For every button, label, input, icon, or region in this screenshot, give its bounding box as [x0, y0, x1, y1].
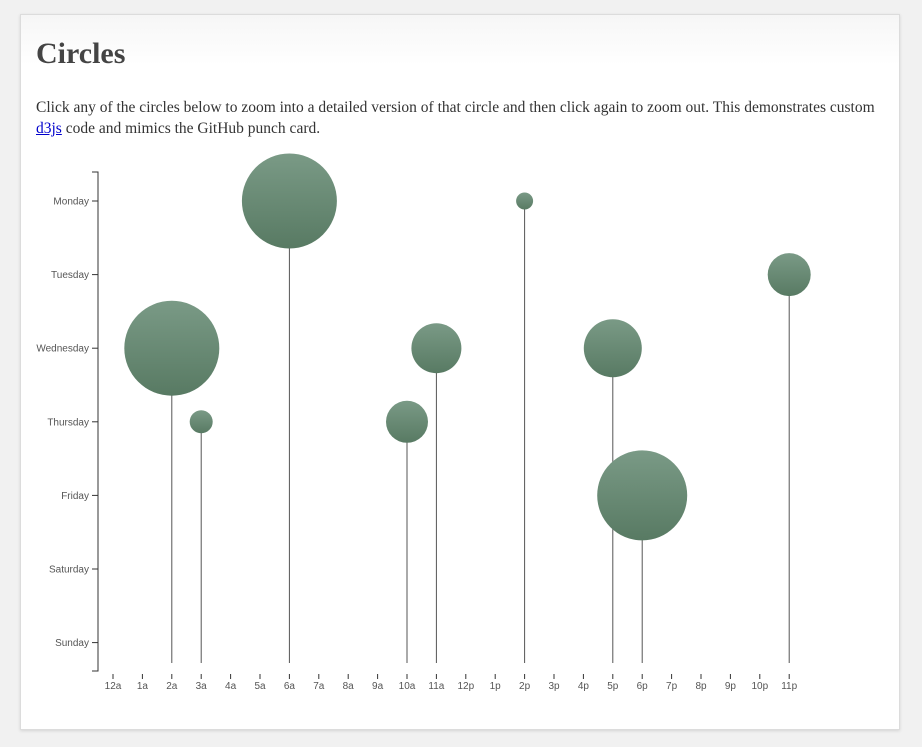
y-tick: Thursday — [47, 417, 98, 428]
x-tick: 11a — [428, 674, 445, 692]
x-tick: 8p — [695, 674, 707, 692]
y-tick: Monday — [53, 197, 98, 208]
x-tick-label: 8a — [343, 681, 355, 692]
x-tick-label: 3a — [196, 681, 208, 692]
y-tick: Wednesday — [36, 344, 98, 355]
x-tick: 11p — [781, 674, 798, 692]
x-tick-label: 10a — [399, 681, 416, 692]
circles-layer — [124, 153, 811, 541]
x-tick-label: 4a — [225, 681, 237, 692]
x-tick: 7p — [666, 674, 678, 692]
y-tick: Tuesday — [51, 270, 98, 281]
x-tick: 8a — [343, 674, 355, 692]
x-tick-label: 6p — [637, 681, 649, 692]
punch-circle[interactable] — [124, 300, 220, 396]
page-title: Circles — [36, 37, 126, 70]
y-tick-label: Thursday — [47, 417, 89, 428]
d3js-link[interactable]: d3js — [36, 120, 62, 137]
stems-layer — [171, 201, 790, 663]
y-tick: Sunday — [55, 638, 98, 649]
punch-circle[interactable] — [767, 253, 811, 297]
x-tick: 3a — [196, 674, 208, 692]
x-tick: 1p — [490, 674, 502, 692]
x-tick-label: 6a — [284, 681, 296, 692]
x-tick-label: 3p — [548, 681, 560, 692]
x-tick-label: 12a — [105, 681, 122, 692]
x-tick: 6a — [284, 674, 296, 692]
x-tick: 10a — [399, 674, 416, 692]
x-tick-label: 10p — [751, 681, 768, 692]
y-tick-label: Monday — [53, 197, 89, 208]
x-tick: 9a — [372, 674, 384, 692]
x-tick-label: 9p — [725, 681, 737, 692]
description-text-after: code and mimics the GitHub punch card. — [61, 120, 321, 137]
x-tick: 4p — [578, 674, 590, 692]
y-tick-label: Wednesday — [36, 344, 89, 355]
x-tick: 7a — [313, 674, 325, 692]
y-axis-days: Monday Tuesday Wednesday Thursday Friday Satu… — [36, 171, 99, 672]
x-tick: 12p — [457, 674, 475, 692]
x-tick-label: 7p — [666, 681, 678, 692]
y-tick-label: Saturday — [49, 565, 89, 576]
punch-circle[interactable] — [189, 410, 213, 434]
punch-circle[interactable] — [241, 153, 337, 249]
x-tick: 6p — [637, 674, 649, 692]
x-tick: 2a — [166, 674, 178, 692]
x-tick: 12a — [105, 674, 122, 692]
punch-circle[interactable] — [411, 323, 462, 374]
x-tick-label: 1p — [490, 681, 502, 692]
x-tick-label: 1a — [137, 681, 149, 692]
punch-card-chart: Monday Tuesday Wednesday Thursday Friday Satu… — [36, 153, 811, 692]
x-tick: 10p — [751, 674, 769, 692]
punch-circle[interactable] — [583, 319, 642, 378]
x-tick-label: 11p — [781, 681, 797, 692]
x-tick-label: 5p — [607, 681, 619, 692]
x-tick-label: 4p — [578, 681, 590, 692]
x-tick: 2p — [519, 674, 531, 692]
description-text-before: Click any of the circles below to zoom i… — [36, 99, 875, 116]
x-tick: 1a — [137, 674, 149, 692]
x-axis-hours: 12a 1a 2a 3a 4a 5a 6a 7a 8a 9a 10a 11a 12p 1p 2p 3p 4p 5p… — [105, 674, 798, 692]
x-tick-label: 5a — [254, 681, 266, 692]
punch-circle[interactable] — [516, 192, 534, 210]
x-tick-label: 2a — [166, 681, 178, 692]
y-tick-label: Friday — [61, 491, 89, 502]
page-description: Click any of the circles below to zoom i… — [36, 97, 886, 139]
x-tick-label: 2p — [519, 681, 531, 692]
x-tick: 3p — [548, 674, 560, 692]
y-tick-label: Tuesday — [51, 270, 89, 281]
punch-circle[interactable] — [597, 450, 688, 541]
x-tick: 9p — [725, 674, 737, 692]
y-tick-label: Sunday — [55, 638, 89, 649]
content-card: Circles Click any of the circles below t… — [20, 14, 900, 730]
x-tick: 5p — [607, 674, 619, 692]
y-tick: Saturday — [49, 565, 98, 576]
x-tick-label: 11a — [428, 681, 444, 692]
x-tick-label: 7a — [313, 681, 325, 692]
y-tick: Friday — [61, 491, 98, 502]
punch-circle[interactable] — [386, 400, 428, 443]
x-tick-label: 8p — [695, 681, 707, 692]
x-tick-label: 12p — [457, 681, 474, 692]
x-tick: 4a — [225, 674, 237, 692]
x-tick-label: 9a — [372, 681, 384, 692]
x-tick: 5a — [254, 674, 266, 692]
